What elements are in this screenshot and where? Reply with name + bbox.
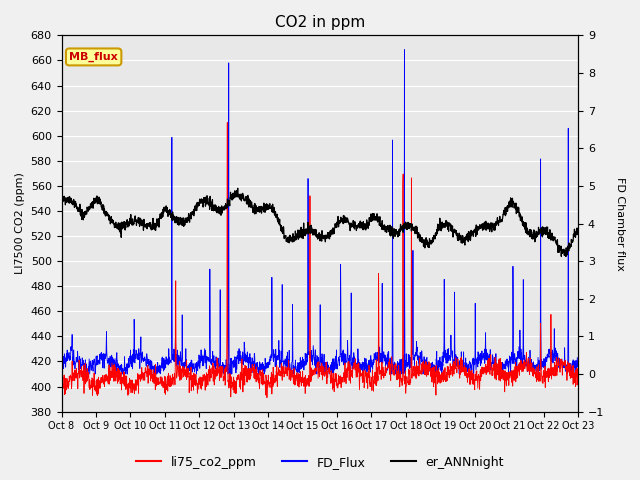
Text: MB_flux: MB_flux [69,52,118,62]
Legend: li75_co2_ppm, FD_Flux, er_ANNnight: li75_co2_ppm, FD_Flux, er_ANNnight [131,451,509,474]
Y-axis label: FD Chamber flux: FD Chamber flux [615,177,625,270]
Y-axis label: LI7500 CO2 (ppm): LI7500 CO2 (ppm) [15,173,25,275]
Title: CO2 in ppm: CO2 in ppm [275,15,365,30]
